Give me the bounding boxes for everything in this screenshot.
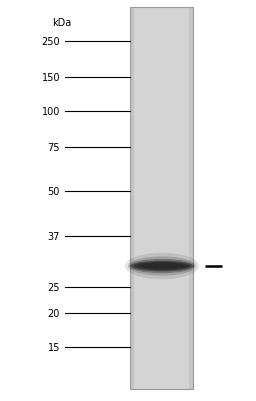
Text: 150: 150 bbox=[41, 73, 60, 83]
Text: 100: 100 bbox=[42, 107, 60, 117]
Bar bbox=[189, 8, 193, 389]
Ellipse shape bbox=[130, 259, 195, 273]
Ellipse shape bbox=[125, 253, 199, 279]
Text: 75: 75 bbox=[48, 143, 60, 153]
Text: 15: 15 bbox=[48, 342, 60, 352]
Text: 37: 37 bbox=[48, 231, 60, 241]
Text: 25: 25 bbox=[48, 282, 60, 292]
Ellipse shape bbox=[128, 257, 196, 276]
Text: kDa: kDa bbox=[52, 18, 71, 28]
Text: 50: 50 bbox=[48, 186, 60, 196]
Ellipse shape bbox=[139, 263, 185, 269]
Text: 20: 20 bbox=[48, 308, 60, 318]
Bar bbox=[130, 8, 193, 389]
Text: 250: 250 bbox=[41, 37, 60, 47]
Bar bbox=[130, 8, 134, 389]
Ellipse shape bbox=[145, 264, 179, 269]
Ellipse shape bbox=[134, 262, 190, 271]
Ellipse shape bbox=[131, 261, 193, 272]
